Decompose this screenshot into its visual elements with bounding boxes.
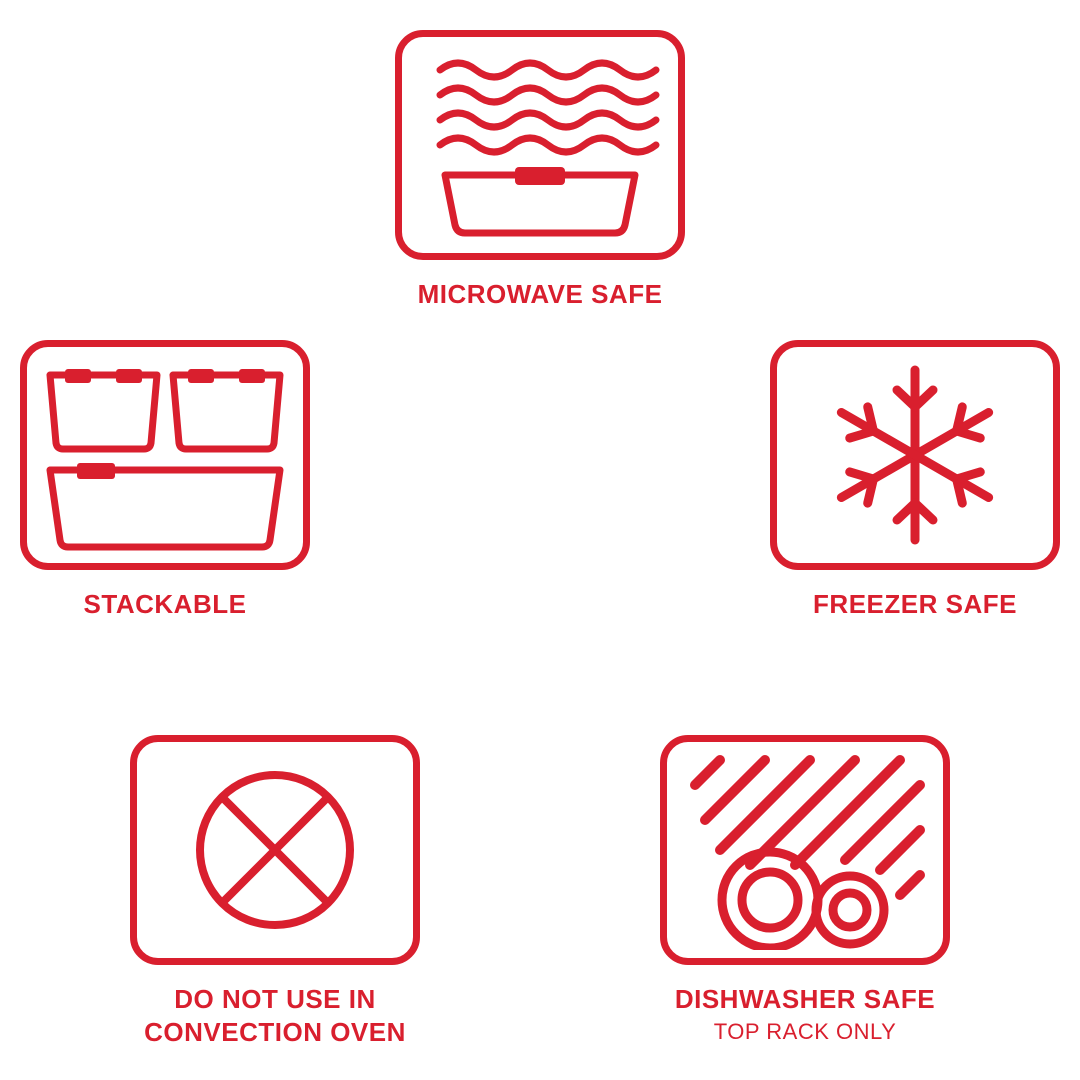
dishwasher-label: DISHWASHER SAFE <box>675 983 935 1016</box>
microwave-icon <box>410 45 670 245</box>
dishwasher-icon <box>675 750 935 950</box>
freezer-label: FREEZER SAFE <box>813 588 1017 621</box>
feature-dishwasher: DISHWASHER SAFE TOP RACK ONLY <box>660 735 950 1045</box>
feature-convection: DO NOT USE IN CONVECTION OVEN <box>130 735 420 1048</box>
stackable-label: STACKABLE <box>84 588 247 621</box>
stackable-icon <box>35 355 295 555</box>
microwave-icon-box <box>395 30 685 260</box>
feature-freezer: FREEZER SAFE <box>770 340 1060 621</box>
convection-label-2: CONVECTION OVEN <box>144 1016 406 1049</box>
convection-label-1: DO NOT USE IN <box>174 983 376 1016</box>
freezer-icon-box <box>770 340 1060 570</box>
no-convection-icon <box>145 750 405 950</box>
dishwasher-icon-box <box>660 735 950 965</box>
dishwasher-sublabel: TOP RACK ONLY <box>714 1018 897 1046</box>
microwave-label: MICROWAVE SAFE <box>418 278 663 311</box>
stackable-icon-box <box>20 340 310 570</box>
feature-microwave: MICROWAVE SAFE <box>395 30 685 311</box>
feature-stackable: STACKABLE <box>20 340 310 621</box>
snowflake-icon <box>785 355 1045 555</box>
convection-icon-box <box>130 735 420 965</box>
